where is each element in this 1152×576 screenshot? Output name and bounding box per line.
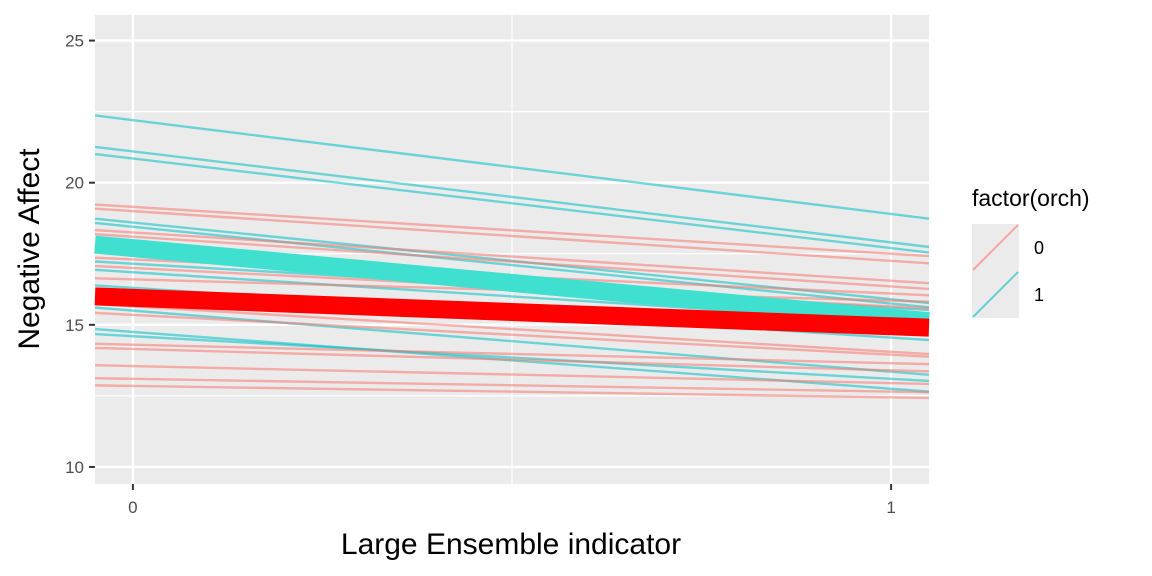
x-axis-title: Large Ensemble indicator [341,528,681,561]
series-line-orch-0 [94,384,930,400]
legend-key-0-line [972,224,1019,271]
axes: 10 15 20 25 0 1 [65,32,896,517]
series-line-orch-1 [94,221,930,309]
series-line-orch-1 [94,145,930,249]
x-tick-label: 0 [128,498,137,517]
y-tick-label: 25 [65,32,84,51]
series-line-orch-0 [94,203,930,258]
series-line-orch-1 [94,114,930,220]
y-tick-label: 15 [65,316,84,335]
series-line-orch-0 [94,302,930,356]
series-lines [94,114,930,400]
series-line-orch-0 [94,342,930,366]
x-tick-label: 1 [886,498,895,517]
mean-line-orch-0 [94,287,930,337]
series-line-orch-0 [94,376,930,394]
series-line-orch-0 [94,233,930,291]
legend: factor(orch) 0 1 [972,185,1090,318]
legend-label-1: 1 [1034,285,1044,305]
legend-title: factor(orch) [972,185,1090,211]
series-line-orch-0 [94,311,930,358]
series-line-orch-0 [94,207,930,265]
series-line-orch-0 [94,363,930,386]
series-line-orch-1 [94,332,930,383]
legend-label-0: 0 [1034,238,1044,258]
y-tick-label: 10 [65,458,84,477]
legend-key-1-line [972,271,1019,318]
series-line-orch-0 [94,228,930,285]
y-axis-title: Negative Affect [13,148,46,350]
gridlines [95,15,929,484]
mean-line-orch-1 [94,235,930,331]
series-line-orch-1 [94,306,930,376]
y-tick-label: 20 [65,174,84,193]
series-line-orch-0 [94,346,930,373]
series-line-orch-1 [94,152,930,254]
